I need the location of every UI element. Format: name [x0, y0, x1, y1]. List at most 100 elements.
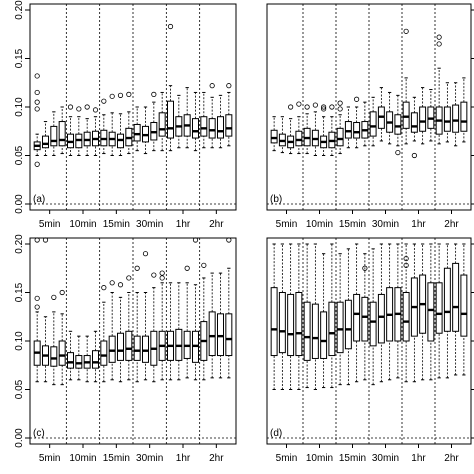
x-tick-label: 1hr [411, 219, 426, 230]
outlier-point [337, 100, 343, 106]
interquartile-box [167, 100, 174, 139]
y-tick-label: 0.05 [14, 379, 25, 399]
interquartile-box [58, 340, 66, 366]
box-2hr-4 [460, 243, 468, 376]
interquartile-box [217, 313, 224, 357]
interquartile-box [328, 301, 336, 357]
box-5min-3 [50, 111, 58, 156]
box-2hr-4 [225, 237, 233, 379]
box-30min-4 [394, 243, 402, 379]
outlier-point [296, 101, 302, 107]
interquartile-box [435, 282, 443, 334]
interquartile-box [225, 114, 233, 137]
box-5min-2 [278, 116, 286, 154]
box-10min-3 [83, 104, 91, 156]
outlier-point [436, 34, 442, 40]
panel-label: (a) [33, 194, 45, 205]
x-tick-label: 5min [276, 453, 298, 464]
interquartile-box [336, 301, 344, 354]
panel-label: (c) [33, 428, 45, 439]
outlier-point [151, 272, 157, 278]
box-5min-4 [295, 101, 303, 155]
outlier-point [142, 251, 149, 257]
box-5min-1 [33, 237, 41, 383]
x-tick-label: 15min [103, 453, 130, 464]
box-30min-3 [386, 243, 394, 381]
box-2hr-2 [208, 83, 216, 149]
box-2hr-4 [460, 77, 468, 143]
box-10min-2 [311, 243, 319, 390]
box-30min-1 [369, 248, 377, 386]
box-15min-1 [100, 98, 108, 155]
box-1hr-2 [410, 96, 418, 159]
x-tick-label: 1hr [176, 219, 191, 230]
interquartile-box [42, 135, 49, 149]
interquartile-box [402, 292, 410, 342]
interquartile-box [142, 335, 149, 363]
outlier-point [34, 106, 40, 112]
outlier-point [34, 295, 40, 301]
interquartile-box [108, 335, 116, 363]
box-30min-3 [150, 91, 158, 152]
box-10min-1 [303, 104, 311, 155]
box-15min-3 [117, 282, 124, 383]
box-30min-4 [158, 91, 166, 152]
box-10min-3 [83, 335, 91, 383]
interquartile-box [133, 335, 141, 361]
box-10min-3 [320, 104, 328, 156]
x-tick-label: 2hr [444, 219, 459, 230]
outlier-point [403, 28, 409, 34]
box-1hr-2 [175, 94, 183, 149]
interquartile-box [311, 303, 319, 359]
outlier-point [362, 265, 368, 271]
outlier-point [34, 73, 40, 79]
y-tick-label: 0.05 [14, 145, 25, 165]
panel-label: (b) [270, 194, 282, 205]
box-30min-1 [133, 106, 141, 152]
x-tick-label: 5min [39, 219, 61, 230]
interquartile-box [344, 299, 352, 350]
box-30min-2 [377, 243, 385, 383]
box-15min-4 [361, 253, 369, 381]
interquartile-box [295, 130, 303, 147]
x-tick-label: 10min [306, 453, 333, 464]
outlier-point [304, 104, 310, 110]
outlier-point [288, 104, 294, 110]
box-10min-4 [328, 104, 336, 156]
interquartile-box [133, 123, 141, 142]
x-tick-label: 30min [372, 219, 399, 230]
y-tick-label: 0.10 [14, 331, 25, 351]
box-5min-3 [287, 104, 295, 155]
panel-a: 0.00 0.05 0.10 0.15 0.20 5min 10min 15min 30min 1… [14, 0, 237, 230]
y-tick-label: 0.15 [14, 48, 25, 68]
box-30min-1 [133, 265, 141, 383]
interquartile-box [303, 301, 311, 361]
outlier-point [403, 262, 409, 268]
box-1hr-3 [419, 87, 427, 145]
interquartile-box [460, 274, 468, 337]
interquartile-box [460, 101, 468, 132]
outlier-point [321, 106, 327, 112]
box-2hr-3 [217, 94, 224, 149]
box-2hr-3 [452, 82, 460, 147]
outlier-point [34, 99, 40, 105]
outlier-point [209, 83, 215, 89]
box-2hr-1 [435, 34, 443, 145]
interquartile-box [125, 330, 133, 361]
outlier-point [226, 83, 232, 89]
box-10min-1 [67, 330, 74, 381]
interquartile-box [50, 346, 58, 367]
box-15min-3 [353, 243, 361, 383]
x-tick-label: 30min [136, 453, 163, 464]
outlier-point [76, 106, 82, 112]
box-15min-2 [344, 248, 352, 386]
panel-d: 0.000.050.100.150.205min10min15min30min1… [266, 237, 474, 464]
interquartile-box [58, 121, 66, 147]
box-5min-2 [42, 121, 49, 156]
interquartile-box [427, 282, 435, 342]
outlier-point [436, 41, 442, 47]
x-tick-label: 15min [339, 219, 366, 230]
interquartile-box [270, 129, 278, 144]
outlier-point [101, 98, 107, 104]
x-tick-label: 1hr [411, 453, 426, 464]
